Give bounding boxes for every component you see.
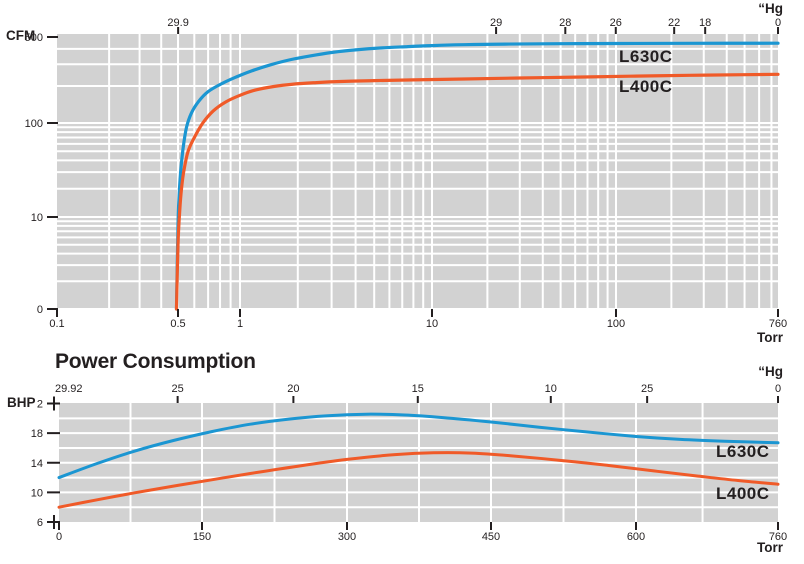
speed-top-axis-unit-label: “Hg <box>758 1 783 16</box>
speed-top-axis-tick-label: 0 <box>775 17 781 29</box>
power-top-axis-tick-label: 20 <box>287 383 299 395</box>
speed-bottom-axis-unit-label: Torr <box>757 330 783 345</box>
power-chart-title: Power Consumption <box>55 350 256 373</box>
power-series-label-l400c: L400C <box>716 484 770 503</box>
speed-top-axis-tick-label: 28 <box>559 17 571 29</box>
speed-top-axis-tick-label: 29 <box>490 17 502 29</box>
power-y-axis-tick-label: 6 <box>37 517 43 529</box>
speed-y-axis-tick-label: 10 <box>31 212 43 224</box>
speed-y-axis-tick-label: 0 <box>37 304 43 316</box>
speed-y-axis-tick-label: 100 <box>25 118 43 130</box>
speed-bottom-axis-tick-label: 1 <box>237 318 243 330</box>
speed-curve-l400c <box>174 72 780 311</box>
power-bottom-axis-tick-label: 450 <box>482 531 500 543</box>
speed-series-label-l630c: L630C <box>619 47 673 66</box>
power-bottom-axis-tick-label: 600 <box>627 531 645 543</box>
speed-bottom-axis-tick-label: 760 <box>769 318 787 330</box>
speed-series-label-l400c: L400C <box>619 77 673 96</box>
power-bottom-axis-tick-label: 150 <box>193 531 211 543</box>
power-y-axis-label: BHP <box>7 395 36 410</box>
power-top-axis-tick-label: 0 <box>775 383 781 395</box>
power-bottom-axis-tick-label: 0 <box>56 531 62 543</box>
power-top-axis-tick-label: 10 <box>545 383 557 395</box>
speed-top-axis-tick-label: 29.9 <box>167 17 188 29</box>
speed-bottom-axis-tick-label: 100 <box>607 318 625 330</box>
speed-bottom-axis-tick-label: 10 <box>426 318 438 330</box>
power-top-axis-tick-label: 29.92 <box>55 383 83 395</box>
power-curve-l400c <box>57 451 780 509</box>
speed-top-axis-tick-label: 18 <box>699 17 711 29</box>
speed-bottom-axis-tick-label: 0.5 <box>170 318 185 330</box>
speed-top-axis-tick-label: 22 <box>668 17 680 29</box>
speed-y-axis-label: CFM <box>6 28 36 43</box>
power-y-axis-tick-label: 18 <box>31 428 43 440</box>
speed-y-axis-tick-label: 500 <box>25 32 43 44</box>
speed-top-axis-tick-label: 26 <box>610 17 622 29</box>
power-curve-l630c <box>57 412 780 480</box>
power-top-axis-tick-label: 15 <box>412 383 424 395</box>
power-y-axis-tick-label: 14 <box>31 458 43 470</box>
power-top-axis-tick-label: 25 <box>641 383 653 395</box>
power-top-axis-tick-label: 25 <box>172 383 184 395</box>
power-top-axis-unit-label: “Hg <box>758 364 783 379</box>
power-bottom-axis-tick-label: 300 <box>338 531 356 543</box>
power-bottom-axis-unit-label: Torr <box>757 540 783 555</box>
power-y-axis-tick-label: 10 <box>31 487 43 499</box>
power-series-label-l630c: L630C <box>716 442 770 461</box>
power-y-axis-tick-label: 2 <box>37 399 43 411</box>
speed-bottom-axis-tick-label: 0.1 <box>49 318 64 330</box>
speed-curve-l630c <box>174 41 780 311</box>
power-bottom-axis-tick-label: 760 <box>769 531 787 543</box>
